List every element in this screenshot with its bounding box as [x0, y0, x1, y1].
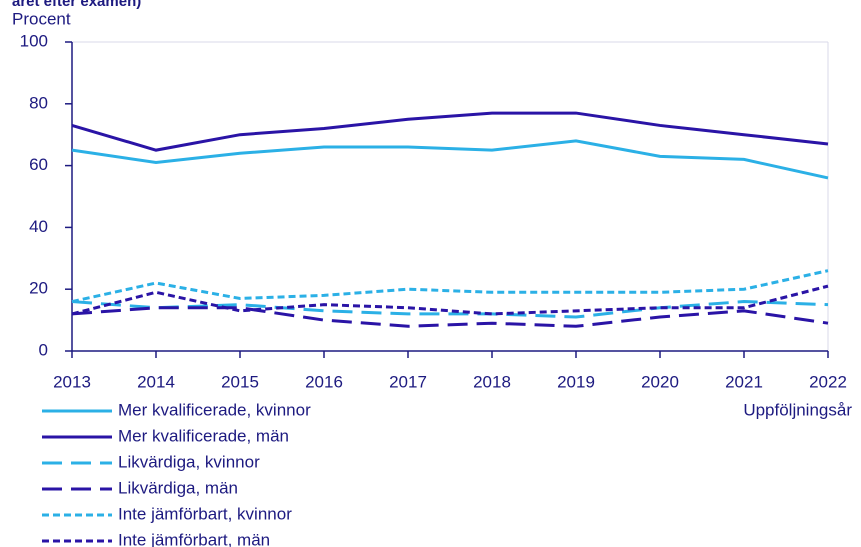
x-tick-label: 2014	[137, 372, 175, 391]
series-line	[71, 300, 829, 319]
x-tick-label: 2019	[557, 372, 595, 391]
legend-label: Mer kvalificerade, män	[118, 426, 289, 445]
series-line	[71, 111, 829, 152]
series-line	[71, 139, 829, 180]
y-tick-label: 80	[29, 93, 48, 112]
series-line	[71, 306, 829, 328]
y-tick-label: 60	[29, 155, 48, 174]
legend-label: Likvärdiga, män	[118, 478, 238, 497]
x-tick-label: 2015	[221, 372, 259, 391]
x-tick-label: 2021	[725, 372, 763, 391]
x-axis-label: Uppföljningsår	[743, 400, 852, 419]
y-axis-label: Procent	[12, 9, 71, 28]
x-tick-label: 2017	[389, 372, 427, 391]
legend-label: Likvärdiga, kvinnor	[118, 452, 260, 471]
y-tick-label: 40	[29, 217, 48, 236]
series-line	[71, 284, 829, 316]
y-tick-label: 100	[20, 31, 48, 50]
x-tick-label: 2022	[809, 372, 847, 391]
x-tick-label: 2020	[641, 372, 679, 391]
x-tick-label: 2018	[473, 372, 511, 391]
y-tick-label: 20	[29, 279, 48, 298]
legend-label: Inte jämförbart, kvinnor	[118, 504, 292, 523]
chart-subtitle: året efter examen)	[12, 0, 141, 10]
y-tick-label: 0	[39, 340, 48, 359]
x-tick-label: 2013	[53, 372, 91, 391]
x-tick-label: 2016	[305, 372, 343, 391]
legend-label: Mer kvalificerade, kvinnor	[118, 400, 311, 419]
series-line	[71, 269, 829, 304]
legend-label: Inte jämförbart, män	[118, 530, 270, 547]
